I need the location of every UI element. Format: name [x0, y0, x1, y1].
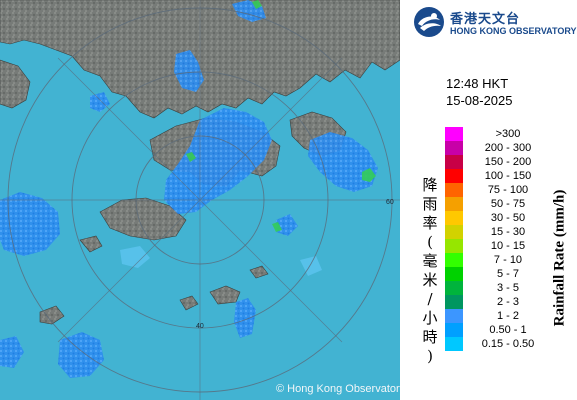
radar-time: 12:48 HKT	[446, 76, 509, 91]
legend-title-cn-char: (	[427, 233, 433, 251]
range-ring-label-60: 60	[386, 199, 394, 206]
small-island-5	[249, 265, 269, 279]
small-island-4	[79, 235, 103, 253]
hko-logo: 香港天文台 HONG KONG OBSERVATORY	[412, 6, 577, 38]
legend-title-cn: 降 雨 率 ( 毫 米 / 小 時 )	[419, 176, 441, 366]
legend-level-label: 10 - 15	[490, 240, 526, 252]
legend-swatch	[445, 267, 463, 281]
rain-echoes	[0, 0, 378, 378]
legend-level-label: 0.50 - 1	[489, 324, 527, 336]
hko-logo-name-en: HONG KONG OBSERVATORY	[450, 26, 577, 36]
rain-cell	[0, 192, 60, 256]
legend-swatch	[445, 337, 463, 351]
radar-map-svg: 40 60	[0, 0, 400, 400]
legend-swatch	[445, 169, 463, 183]
legend-swatch	[445, 211, 463, 225]
legend-title-cn-char: 時	[422, 328, 438, 346]
hko-logo-name-cn: 香港天文台	[450, 12, 521, 27]
rain-cell	[90, 92, 110, 112]
small-island-3	[39, 305, 65, 325]
small-island-2	[179, 295, 199, 311]
legend-level-label: 0.15 - 0.50	[481, 338, 535, 350]
rain-cell-green	[272, 222, 282, 232]
legend-level-label: 2 - 3	[496, 296, 519, 308]
legend-swatch	[445, 253, 463, 267]
legend-swatch	[445, 141, 463, 155]
legend-level-label: 15 - 30	[490, 226, 526, 238]
rain-cell	[164, 108, 272, 214]
legend-title-cn-char: /	[427, 290, 433, 308]
rain-cell	[234, 298, 256, 338]
legend-level-label: 50 - 75	[490, 198, 526, 210]
legend-swatch	[445, 309, 463, 323]
legend-title-cn-char: 小	[422, 309, 438, 327]
lantau-island	[99, 197, 187, 241]
legend-level-label: 100 - 150	[484, 170, 532, 182]
legend-level-label: 150 - 200	[484, 156, 532, 168]
legend-title-cn-char: 降	[422, 176, 438, 194]
legend-level-label: 7 - 10	[493, 254, 523, 266]
legend-swatch	[445, 127, 463, 141]
rain-cell	[174, 50, 204, 92]
legend-unit-label: Rainfall Rate (mm/h)	[551, 189, 568, 327]
legend-swatch	[445, 155, 463, 169]
legend-swatch	[445, 323, 463, 337]
radial-lines	[0, 0, 400, 400]
rain-cell-green	[186, 152, 196, 162]
rain-cell-light	[300, 256, 322, 276]
legend-title-cn-char: 率	[422, 214, 438, 232]
legend-swatch	[445, 295, 463, 309]
rain-cell	[276, 214, 298, 236]
legend-swatch	[445, 225, 463, 239]
legend-level-label: 5 - 7	[496, 268, 519, 280]
range-ring-label-40: 40	[196, 323, 204, 330]
legend-title-cn-char: 米	[422, 271, 438, 289]
rain-cell-green	[252, 0, 262, 9]
legend-panel: 香港天文台 HONG KONG OBSERVATORY 12:48 HKT 15…	[400, 0, 577, 400]
rain-cell	[0, 336, 24, 368]
small-island-1	[209, 285, 241, 305]
copyright-text: © Hong Kong Observatory	[276, 383, 400, 395]
legend-swatch	[445, 281, 463, 295]
west-land	[0, 59, 31, 109]
legend-level-label: 1 - 2	[496, 310, 519, 322]
rain-cell-light	[120, 246, 150, 268]
rain-cell	[58, 332, 104, 378]
radar-map: 40 60 © Hong Kong Observatory	[0, 0, 400, 400]
legend-title-cn-char: 雨	[422, 195, 438, 213]
legend-level-label: 3 - 5	[496, 282, 519, 294]
legend-title-cn-char: )	[427, 347, 433, 365]
legend-swatch	[445, 197, 463, 211]
legend-title-cn-char: 毫	[422, 252, 438, 270]
legend-labels: >300 200 - 300 150 - 200 100 - 150 75 - 100 5…	[466, 127, 550, 351]
legend-color-bar	[445, 127, 463, 351]
rain-cell	[308, 132, 378, 192]
legend-swatch	[445, 183, 463, 197]
legend-level-label: 30 - 50	[490, 212, 526, 224]
legend-swatch	[445, 239, 463, 253]
rain-cell-green	[362, 168, 376, 182]
legend-level-label: >300	[495, 128, 521, 140]
legend-level-label: 200 - 300	[484, 142, 532, 154]
legend-level-label: 75 - 100	[487, 184, 529, 196]
radar-date: 15-08-2025	[446, 93, 513, 108]
hko-logo-icon	[414, 7, 444, 37]
